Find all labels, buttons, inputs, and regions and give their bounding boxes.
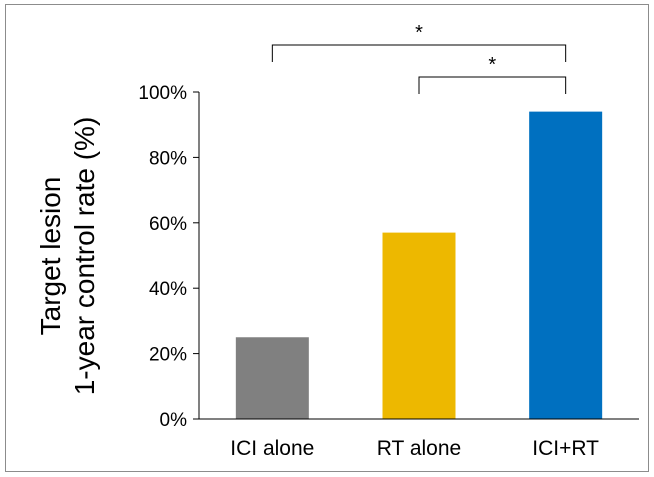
significance-bracket [418,76,567,94]
x-tick-label: RT alone [377,437,461,460]
bar-rt-alone [382,232,456,419]
significance-star: * [488,54,496,76]
axes [198,92,639,420]
significance-star: * [415,22,423,44]
bar-ici-alone [235,337,309,419]
y-axis-ticks: 0% 20% 40% 60% 80% 100% [138,83,199,431]
x-tick-label: ICI+RT [532,437,599,460]
significance-bracket [271,44,567,62]
x-axis-labels: ICI alone RT alone ICI+RT [230,437,599,460]
y-tick-label: 40% [149,279,187,300]
y-tick-label: 20% [149,345,187,366]
y-tick-label: 60% [149,214,187,235]
y-axis-title: Target lesion 1-year control rate (%) [35,117,100,396]
y-tick-label: 80% [149,148,187,169]
x-tick-label: ICI alone [230,437,314,460]
y-tick-label: 0% [160,410,188,431]
y-axis-title-line-2: 1-year control rate (%) [69,117,100,396]
y-axis-title-line-1: Target lesion [35,177,66,336]
y-tick-label: 100% [138,83,187,104]
bars [235,111,603,420]
significance-brackets: ** [271,22,567,94]
bar-ici-rt [529,111,603,420]
